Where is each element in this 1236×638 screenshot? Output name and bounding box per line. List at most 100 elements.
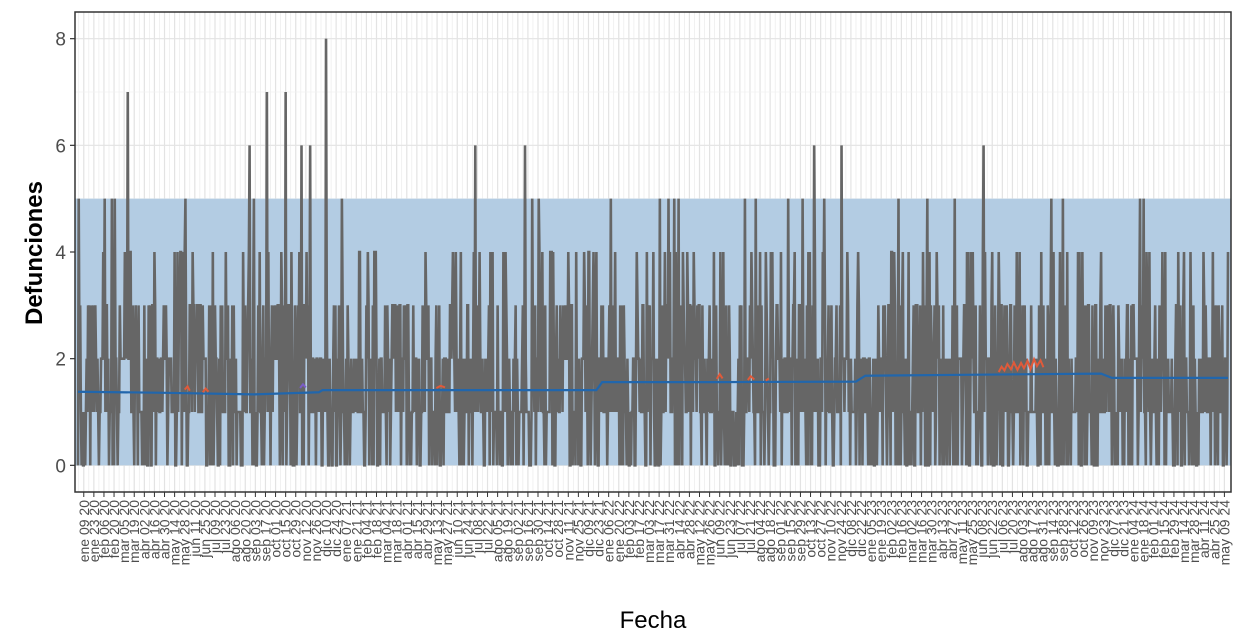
x-tick-label: jul 07 22 xyxy=(732,500,748,554)
x-tick-label: ene 20 22 xyxy=(611,500,627,562)
x-tick-label: oct 14 21 xyxy=(540,500,556,558)
x-tick-label: feb 01 24 xyxy=(1146,500,1162,559)
x-tick-label: nov 10 22 xyxy=(823,500,839,562)
x-tick-label: abr 15 21 xyxy=(409,500,425,559)
x-tick-label: jul 20 23 xyxy=(1004,500,1020,554)
x-tick-label: ene 18 24 xyxy=(1136,500,1152,562)
x-axis-title: Fecha xyxy=(620,607,687,634)
series-highlight xyxy=(765,377,770,382)
x-tick-label: mar 28 24 xyxy=(1186,500,1202,563)
y-axis: 0 2 4 6 8 xyxy=(55,30,75,477)
x-tick-label: may 28 20 xyxy=(177,500,193,566)
x-tick-label: sep 02 21 xyxy=(510,500,526,562)
x-tick-label: feb 29 24 xyxy=(1166,500,1182,559)
x-tick-label: mar 17 22 xyxy=(651,500,667,563)
x-tick-label: mar 04 21 xyxy=(379,500,395,563)
x-tick-label: mar 02 23 xyxy=(903,500,919,563)
series-highlight xyxy=(715,372,724,380)
x-tick-label: sep 03 20 xyxy=(247,500,263,562)
x-tick-label: mar 03 22 xyxy=(641,500,657,563)
series-highlight xyxy=(435,384,446,389)
x-tick-label: jul 22 21 xyxy=(480,500,496,554)
x-tick-label: dic 21 23 xyxy=(1115,500,1131,557)
x-tick-label: abr 28 22 xyxy=(681,500,697,559)
x-tick-label: abr 13 23 xyxy=(934,500,950,559)
x-tick-label: abr 02 20 xyxy=(136,500,152,559)
x-tick-label: jul 21 22 xyxy=(742,500,758,554)
x-tick-label: abr 30 20 xyxy=(157,500,173,559)
series-highlight xyxy=(747,374,755,381)
x-tick-label: ago 31 23 xyxy=(1035,500,1051,562)
x-tick-label: abr 16 20 xyxy=(146,500,162,559)
x-tick-label: sep 30 21 xyxy=(530,500,546,562)
x-tick-label: abr 14 22 xyxy=(671,500,687,559)
y-tick-label: 2 xyxy=(55,350,66,371)
x-tick-label: oct 01 20 xyxy=(268,500,284,558)
x-tick-label: nov 25 21 xyxy=(570,500,586,562)
x-tick-label: abr 25 24 xyxy=(1206,500,1222,559)
x-tick-label: nov 11 21 xyxy=(560,500,576,561)
x-tick-label: mar 18 21 xyxy=(389,500,405,563)
x-tick-label: dic 09 21 xyxy=(580,500,596,557)
x-tick-label: ago 17 23 xyxy=(1025,500,1041,562)
x-tick-label: may 13 21 xyxy=(429,500,445,566)
x-tick-label: mar 30 23 xyxy=(924,500,940,563)
x-tick-label: jun 23 22 xyxy=(722,500,738,559)
y-tick-label: 6 xyxy=(55,136,66,157)
y-tick-label: 0 xyxy=(55,456,66,477)
x-tick-label: ago 20 20 xyxy=(237,500,253,562)
x-tick-label: jun 24 21 xyxy=(459,500,475,559)
x-tick-label: ene 21 21 xyxy=(348,500,364,562)
x-tick-label: jun 09 22 xyxy=(712,500,728,559)
x-tick-label: sep 17 20 xyxy=(257,500,273,562)
x-tick-label: jul 23 20 xyxy=(217,500,233,554)
x-tick-label: ago 05 21 xyxy=(490,500,506,562)
x-tick-label: oct 12 23 xyxy=(1065,500,1081,558)
y-tick-label: 4 xyxy=(55,243,66,264)
x-tick-label: jun 25 20 xyxy=(197,500,213,559)
x-tick-label: abr 27 23 xyxy=(944,500,960,559)
x-tick-label: dic 24 20 xyxy=(328,500,344,557)
y-tick-label: 8 xyxy=(55,30,66,51)
x-tick-label: ene 04 24 xyxy=(1126,500,1142,562)
x-tick-label: may 25 23 xyxy=(964,500,980,566)
x-tick-label: ago 06 20 xyxy=(227,500,243,562)
series-highlight xyxy=(183,384,191,392)
x-tick-label: dic 10 20 xyxy=(318,500,334,557)
x-tick-label: feb 03 22 xyxy=(621,500,637,559)
x-tick-label: feb 06 20 xyxy=(96,500,112,559)
x-tick-label: nov 24 22 xyxy=(833,500,849,562)
x-tick-label: sep 29 22 xyxy=(792,500,808,562)
x-tick-label: feb 18 21 xyxy=(369,500,385,559)
x-tick-label: sep 14 23 xyxy=(1045,500,1061,562)
x-tick-label: mar 16 23 xyxy=(914,500,930,563)
series-highlight xyxy=(201,386,210,393)
x-tick-label: oct 15 20 xyxy=(278,500,294,558)
x-tick-label: oct 13 22 xyxy=(803,500,819,558)
x-tick-label: oct 28 21 xyxy=(550,500,566,558)
x-tick-label: may 27 21 xyxy=(439,500,455,566)
x-tick-label: feb 20 20 xyxy=(106,500,122,559)
x-tick-label: ene 05 23 xyxy=(863,500,879,562)
x-tick-label: dic 22 22 xyxy=(853,500,869,557)
data-layer xyxy=(76,38,1230,467)
x-tick-label: feb 15 24 xyxy=(1156,500,1172,559)
x-tick-label: feb 17 22 xyxy=(631,500,647,559)
x-tick-label: nov 23 23 xyxy=(1095,500,1111,562)
x-tick-label: ago 04 22 xyxy=(752,500,768,562)
x-tick-label: ago 03 23 xyxy=(1015,500,1031,562)
x-tick-label: abr 01 21 xyxy=(399,500,415,559)
x-tick-label: feb 16 23 xyxy=(893,500,909,559)
x-tick-label: sep 28 23 xyxy=(1055,500,1071,562)
x-tick-label: feb 02 23 xyxy=(883,500,899,559)
x-tick-label: dic 07 23 xyxy=(1105,500,1121,557)
x-tick-label: jun 11 20 xyxy=(187,500,203,558)
x-tick-label: ene 07 21 xyxy=(338,500,354,562)
x-tick-label: jun 10 21 xyxy=(449,500,465,559)
x-tick-label: may 14 20 xyxy=(167,500,183,566)
x-tick-label: jun 22 23 xyxy=(984,500,1000,559)
x-tick-label: may 09 24 xyxy=(1216,500,1232,566)
x-tick-label: dic 23 21 xyxy=(591,500,607,557)
